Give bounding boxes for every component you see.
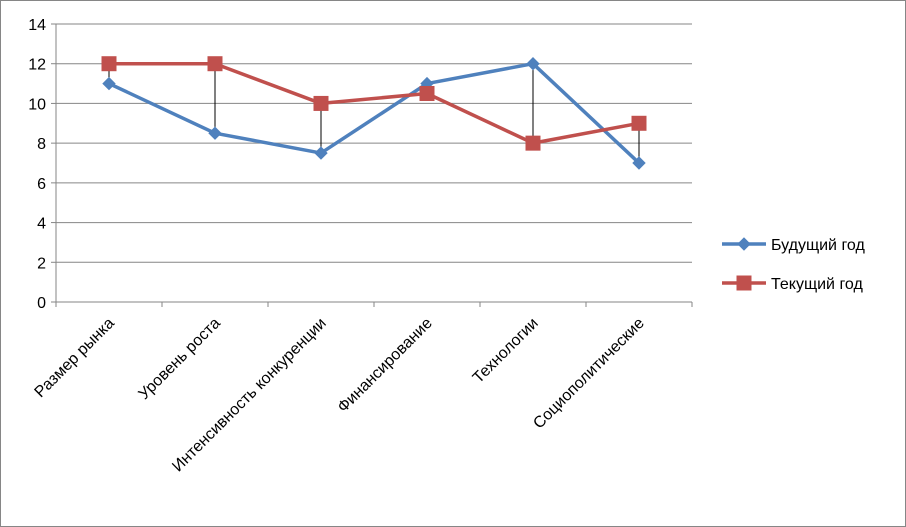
- x-axis-tickmarks: [55, 302, 693, 307]
- series-group: [101, 56, 647, 170]
- legend: Будущий год Текущий год: [722, 237, 865, 293]
- data-point-marker: [314, 146, 328, 160]
- y-tick-label: 12: [28, 57, 46, 74]
- x-tick-label: Финансирование: [335, 315, 436, 416]
- legend-marker: [736, 275, 752, 291]
- y-tick-label: 10: [28, 96, 46, 113]
- y-tick-label: 6: [37, 176, 46, 193]
- data-point-marker: [101, 56, 117, 72]
- data-point-marker: [419, 86, 435, 101]
- legend-marker: [737, 237, 751, 251]
- data-point-marker: [313, 95, 329, 111]
- y-tick-label: 2: [37, 255, 46, 272]
- legend-item: Будущий год: [722, 237, 865, 254]
- data-point-marker: [526, 57, 540, 71]
- data-point-marker: [208, 126, 222, 140]
- y-tick-label: 4: [37, 216, 46, 233]
- x-tick-label: Технологии: [470, 315, 542, 387]
- drop-lines: [108, 63, 640, 163]
- x-tick-label: Размер рынка: [32, 315, 118, 401]
- x-tick-label: Социополитические: [530, 315, 648, 433]
- data-point-marker: [631, 115, 647, 131]
- gridlines: [56, 23, 692, 263]
- y-axis-ticks: 0 2 4 6 8 10 12 14: [28, 17, 56, 312]
- legend-label: Текущий год: [771, 276, 863, 293]
- y-tick-label: 8: [37, 136, 46, 153]
- x-tick-label: Уровень роста: [135, 315, 223, 403]
- legend-label: Будущий год: [771, 237, 865, 254]
- legend-item: Текущий год: [722, 275, 863, 293]
- series-line: [109, 61, 640, 145]
- series-1: [102, 57, 646, 170]
- y-tick-label: 14: [28, 17, 46, 34]
- data-point-marker: [207, 56, 223, 72]
- y-tick-label: 0: [37, 295, 46, 312]
- data-point-marker: [102, 76, 116, 91]
- data-point-marker: [632, 156, 646, 170]
- series-2: [101, 56, 647, 151]
- series-line: [108, 61, 641, 165]
- data-point-marker: [525, 135, 541, 151]
